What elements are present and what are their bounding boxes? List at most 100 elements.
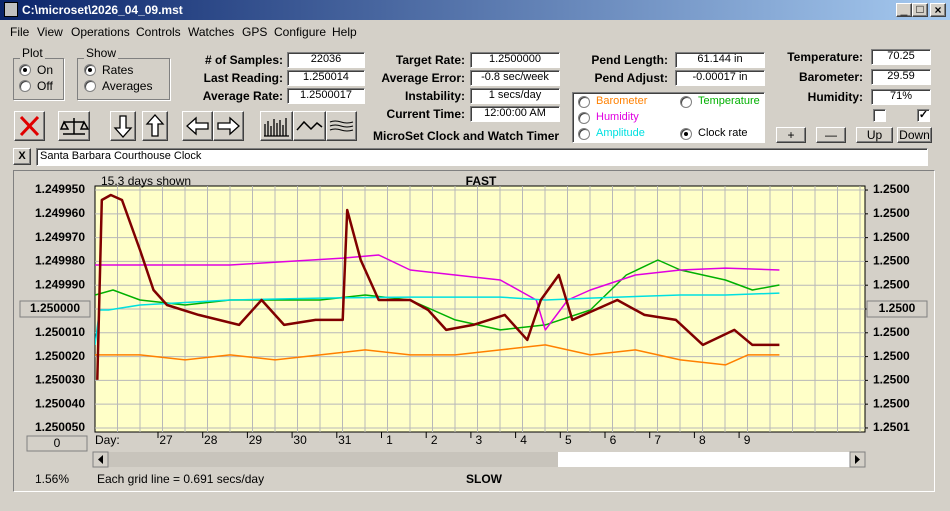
menu-item[interactable]: Watches (188, 25, 235, 39)
y-tick-label: 1.250020 (35, 349, 85, 363)
checkbox[interactable]: ✓ (917, 109, 930, 122)
field-value[interactable]: 1.250014 (287, 70, 365, 86)
field-value[interactable]: 71% (871, 89, 931, 105)
menu-item[interactable]: Operations (71, 25, 130, 39)
field-value[interactable]: 70.25 (871, 49, 931, 65)
center-button[interactable] (19, 300, 91, 318)
bars-button[interactable] (260, 111, 293, 141)
x-tick-label: 29 (249, 433, 263, 447)
menu-item[interactable]: Controls (136, 25, 181, 39)
title-bar (0, 0, 950, 20)
minimize-button[interactable]: _ (896, 3, 912, 17)
radio-button[interactable] (84, 80, 96, 92)
field-value[interactable]: 1.2500000 (470, 52, 560, 68)
maximize-button[interactable]: □ (912, 3, 928, 17)
reset-label: 0 (54, 436, 61, 450)
y-tick-label: 1.250040 (35, 396, 85, 410)
group-title: Show (84, 46, 119, 60)
menu-item[interactable]: View (37, 25, 63, 39)
sensor-button[interactable]: Up (856, 127, 893, 143)
radio-button[interactable] (578, 128, 590, 140)
icon (329, 120, 354, 132)
legend-label: Humidity (596, 111, 639, 123)
up-button[interactable] (142, 111, 168, 141)
field-value[interactable]: 1 secs/day (470, 88, 560, 104)
radio-label: Rates (102, 63, 134, 77)
group-title: Plot (20, 46, 45, 60)
icon (217, 116, 240, 136)
checkbox[interactable] (873, 109, 886, 122)
left-button[interactable] (182, 111, 213, 141)
x-tick-label: 4 (520, 433, 527, 447)
icon (296, 120, 323, 131)
clock-name-field[interactable]: Santa Barbara Courthouse Clock (36, 148, 928, 166)
menu-item[interactable]: GPS (242, 25, 268, 39)
down-button[interactable] (110, 111, 136, 141)
field-label: Average Error: (381, 71, 465, 85)
legend-label: Barometer (596, 95, 648, 107)
icon (145, 114, 165, 137)
field-value[interactable]: 12:00:00 AM (470, 106, 560, 122)
x-tick-label: 27 (159, 433, 173, 447)
y2-tick-label: 1.2500 (873, 373, 910, 387)
radio-button[interactable] (19, 80, 31, 92)
y-tick-label: 1.249950 (35, 182, 85, 196)
bottom-label: SLOW (466, 472, 503, 486)
reset-button[interactable] (26, 435, 88, 452)
x-tick-label: 2 (431, 433, 438, 447)
y2-tick-label: 1.2500 (873, 254, 910, 268)
menu-item[interactable]: Help (332, 25, 357, 39)
field-label: Pend Adjust: (594, 71, 668, 85)
stop-button[interactable] (14, 111, 45, 141)
right-button[interactable] (213, 111, 244, 141)
app-title: MicroSet Clock and Watch Timer (373, 129, 560, 143)
series-layer (95, 193, 780, 380)
field-value[interactable]: -0.00017 in (675, 70, 765, 86)
field-label: Humidity: (807, 90, 863, 104)
series-select-box (572, 92, 765, 143)
icon (113, 115, 133, 138)
y-tick-label: 1.249990 (35, 277, 85, 291)
sensor-button[interactable]: — (816, 127, 846, 143)
radio-button[interactable] (578, 112, 590, 124)
y-tick-label: 1.249970 (35, 230, 85, 244)
y2-tick-label: 1.2501 (873, 420, 910, 434)
field-value[interactable]: 29.59 (871, 69, 931, 85)
clear-button[interactable]: X (13, 148, 31, 165)
legend-label: Clock rate (698, 127, 748, 139)
wave-button[interactable] (293, 111, 326, 141)
x-tick-label: 9 (744, 433, 751, 447)
radio-dot (88, 68, 92, 72)
icon (186, 116, 209, 136)
y2-tick-label: 1.2500 (873, 396, 910, 410)
balance-button[interactable] (58, 111, 90, 141)
radio-button[interactable] (680, 96, 692, 108)
field-label: Pend Length: (591, 53, 668, 67)
field-value[interactable]: 61.144 in (675, 52, 765, 68)
chart-frame (13, 170, 935, 492)
close-window-button[interactable]: × (930, 3, 946, 17)
field-value[interactable]: -0.8 sec/week (470, 70, 560, 86)
menu-item[interactable]: File (10, 25, 30, 39)
sensor-button[interactable]: + (776, 127, 806, 143)
lines-button[interactable] (326, 111, 357, 141)
field-label: Average Rate: (202, 89, 283, 103)
field-value[interactable]: 22036 (287, 52, 365, 68)
sensor-button[interactable]: Down (897, 127, 932, 143)
y2-tick-label: 1.2500 (879, 301, 916, 315)
x-tick-label: 30 (293, 433, 307, 447)
y2-tick-label: 1.2500 (873, 230, 910, 244)
x-tick-label: 5 (565, 433, 572, 447)
x-tick-label: 3 (476, 433, 483, 447)
field-label: Last Reading: (203, 71, 283, 85)
x-tick-label: 6 (610, 433, 617, 447)
field-value[interactable]: 1.2500017 (287, 88, 365, 104)
y-tick-label: 1.250000 (30, 301, 80, 315)
center-button[interactable] (866, 300, 928, 318)
field-label: Current Time: (386, 107, 465, 121)
icon (264, 118, 289, 137)
menu-item[interactable]: Configure (274, 25, 327, 39)
scrollbar-thumb[interactable] (558, 452, 851, 467)
arrow (98, 455, 103, 464)
radio-button[interactable] (578, 96, 590, 108)
